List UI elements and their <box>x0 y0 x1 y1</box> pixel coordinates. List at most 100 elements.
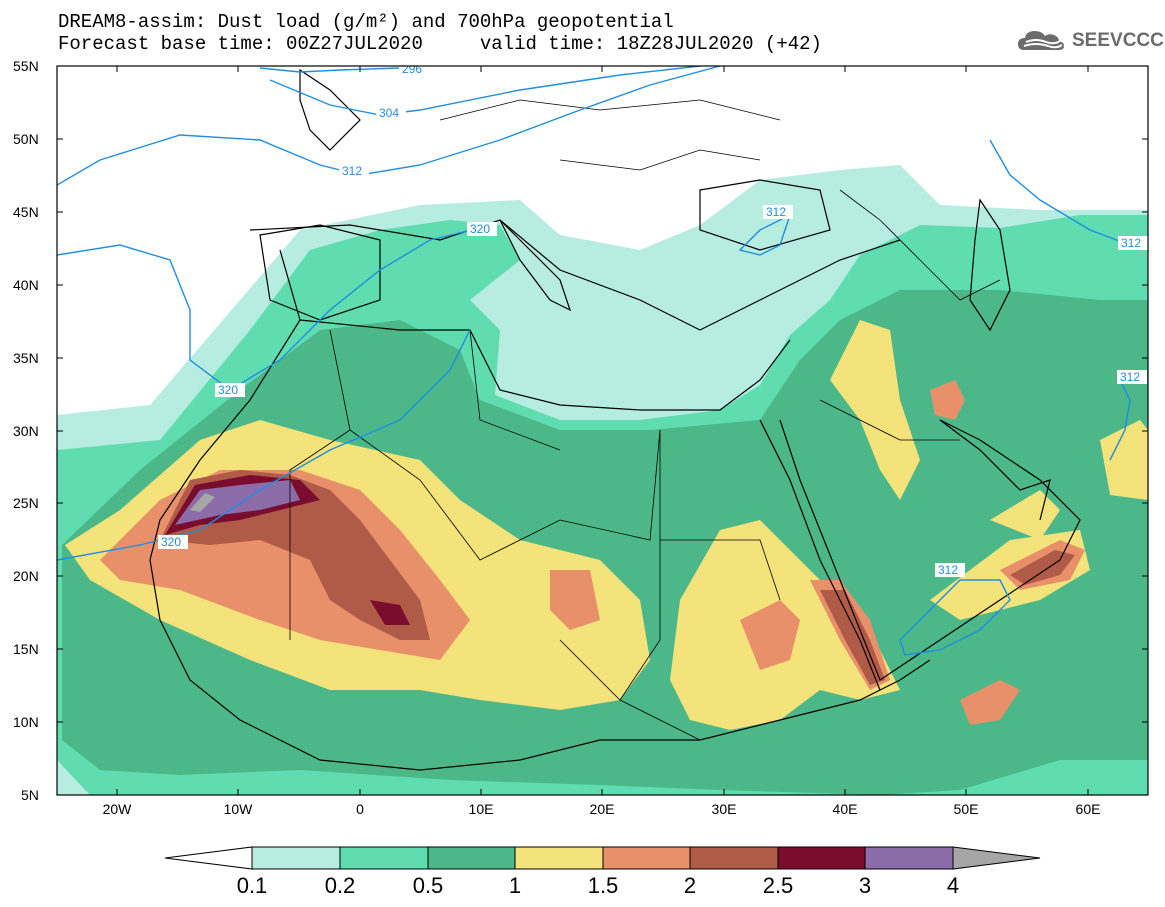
contour-label: 304 <box>379 106 399 120</box>
contour-label-bg <box>158 535 188 549</box>
contour-label: 296 <box>402 62 422 76</box>
lat-label: 45N <box>13 204 39 220</box>
uk-coast <box>299 68 361 151</box>
colorbar-label: 4 <box>947 873 959 898</box>
colorbar-min-arrow <box>164 846 253 870</box>
contour-label: 320 <box>161 535 181 549</box>
lat-label: 40N <box>13 277 39 293</box>
dust-field <box>57 165 1148 795</box>
lat-label: 30N <box>13 423 39 439</box>
lat-label: 35N <box>13 350 39 366</box>
colorbar-label: 0.1 <box>237 873 268 898</box>
italy-coast <box>499 219 572 312</box>
map-title: DREAM8-assim: Dust load (g/m²) and 700hP… <box>58 11 674 33</box>
contour-label-bg <box>1117 370 1147 384</box>
colorbar-swatch-2 <box>689 846 779 870</box>
contour-label-bg <box>467 222 497 236</box>
gulf-coast <box>939 419 1051 521</box>
contour-label: 320 <box>218 383 238 397</box>
border-line <box>660 539 781 601</box>
contour-label-bg <box>339 164 369 178</box>
border-line <box>559 149 761 171</box>
arabia-coast <box>779 419 1081 681</box>
colorbar-label: 2 <box>684 873 696 898</box>
contour-label-bg <box>935 563 965 577</box>
dust-area-1.5g <box>550 570 600 630</box>
lon-label: 60E <box>1076 801 1101 817</box>
colorbar-label: 3 <box>859 873 871 898</box>
dust-area-2c <box>1010 550 1075 585</box>
border-line <box>289 429 351 640</box>
colorbar-swatch-1.5 <box>602 846 691 870</box>
lat-label: 25N <box>13 495 39 511</box>
dust-area-1.5e <box>930 380 965 420</box>
colorbar: 0.1 0.2 0.5 1 1.5 2 2.5 3 4 <box>164 846 1041 898</box>
contour-304 <box>269 66 701 116</box>
lon-label: 10E <box>469 801 494 817</box>
border-line <box>439 99 781 121</box>
colorbar-swatch-3 <box>864 846 954 870</box>
latitude-labels: 55N 50N 45N 40N 35N 30N 25N 20N 15N 10N … <box>13 58 39 803</box>
lat-label: 5N <box>21 787 39 803</box>
dust-area-1.5d <box>960 680 1020 725</box>
mediterranean-coast <box>299 319 791 411</box>
colorbar-swatch-2.5 <box>777 846 866 870</box>
border-line <box>469 329 561 451</box>
dust-area-4 <box>190 493 215 512</box>
lon-label: 40E <box>833 801 858 817</box>
colorbar-swatch-0.2 <box>339 846 429 870</box>
colorbar-max-arrow <box>952 846 1041 870</box>
colorbar-swatch-0.1 <box>251 846 341 870</box>
longitude-labels: 20W 10W 0 10E 20E 30E 40E 50E 60E <box>103 801 1101 817</box>
red-sea-coast <box>759 419 881 691</box>
dust-area-1.5f <box>740 600 800 670</box>
lon-label: 10W <box>224 801 254 817</box>
contour-320-sahara <box>57 329 471 561</box>
iberia-coast <box>259 224 381 321</box>
colorbar-label: 1 <box>509 873 521 898</box>
dust-area-2.5b <box>370 600 410 625</box>
contour-296 <box>259 67 401 73</box>
border-line <box>819 399 960 441</box>
contour-label: 312 <box>938 563 958 577</box>
contour-label: 320 <box>470 222 490 236</box>
contour-labels: 296 304 312 312 312 312 312 320 320 320 <box>158 62 1148 577</box>
contour-label: 312 <box>342 164 362 178</box>
contour-312-arabia <box>899 579 1011 656</box>
dust-area-1c <box>830 320 920 500</box>
contour-312-blacksea <box>738 213 792 256</box>
logo-text: SEEVCCC <box>1072 30 1164 51</box>
longitude-axis <box>116 66 1089 795</box>
lat-label: 10N <box>13 714 39 730</box>
contour-label-bg <box>399 66 425 76</box>
contour-label-bg <box>1118 236 1148 250</box>
forecast-time-subtitle: Forecast base time: 00Z27JUL2020 valid t… <box>58 33 822 55</box>
caspian-coast <box>969 198 1011 332</box>
latitude-axis <box>57 65 1148 796</box>
dust-area-3 <box>175 480 300 525</box>
contour-312-iran <box>1109 379 1131 461</box>
lat-label: 15N <box>13 641 39 657</box>
border-line <box>839 189 1001 301</box>
contour-label: 312 <box>1121 236 1141 250</box>
contour-label-bg <box>763 205 793 219</box>
colorbar-label: 0.2 <box>325 873 356 898</box>
lat-label: 50N <box>13 131 39 147</box>
contour-label: 312 <box>1120 370 1140 384</box>
coastlines <box>149 68 1081 771</box>
europe-coast <box>249 219 901 331</box>
lon-label: 30E <box>712 801 737 817</box>
contour-label-bg <box>376 106 406 120</box>
lon-label: 20W <box>103 801 133 817</box>
contour-label: 312 <box>766 205 786 219</box>
seevccc-logo: SEEVCCC <box>1016 26 1164 56</box>
lon-label: 20E <box>590 801 615 817</box>
lon-label: 50E <box>954 801 979 817</box>
dust-area-1d <box>990 490 1060 540</box>
dust-area-1e <box>1100 420 1148 500</box>
borders <box>289 99 1001 741</box>
colorbar-label: 1.5 <box>588 873 619 898</box>
lat-label: 20N <box>13 568 39 584</box>
map-plot-area: 296 304 312 312 312 312 312 320 320 320 <box>57 62 1148 795</box>
